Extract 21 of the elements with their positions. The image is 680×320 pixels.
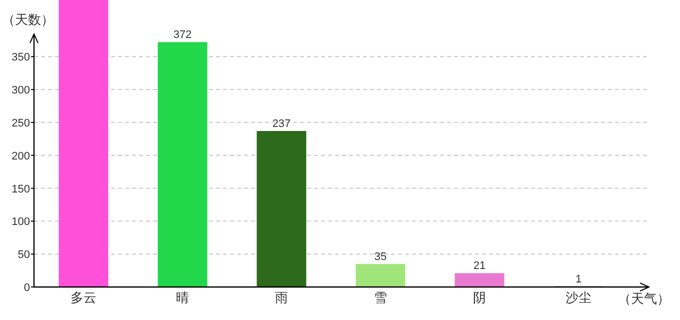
y-tick-label: 350 <box>12 52 30 64</box>
x-tick-label: 多云 <box>70 290 96 305</box>
y-tick-label: 300 <box>12 84 30 97</box>
y-tick-label: 250 <box>12 117 30 130</box>
y-axis-title: （天数） <box>2 12 54 27</box>
data-label: 1 <box>575 273 582 286</box>
x-tick-label: 沙尘 <box>566 290 592 305</box>
x-tick-label: 晴 <box>176 290 189 305</box>
x-axis-title: （天气） <box>618 291 670 306</box>
x-tick-label: 雨 <box>275 290 288 305</box>
x-tick-label: 雪 <box>374 290 387 305</box>
y-tick-label: 0 <box>24 282 30 294</box>
x-tick-label: 阴 <box>473 290 486 305</box>
y-tick-label: 150 <box>12 183 30 196</box>
y-tick-label: 50 <box>18 249 30 262</box>
y-tick-label: 100 <box>12 216 30 228</box>
y-tick-label: 200 <box>12 150 30 162</box>
data-label: 237 <box>272 118 291 130</box>
data-label: 372 <box>173 29 192 42</box>
data-label: 35 <box>374 250 387 263</box>
data-label: 21 <box>473 260 486 272</box>
